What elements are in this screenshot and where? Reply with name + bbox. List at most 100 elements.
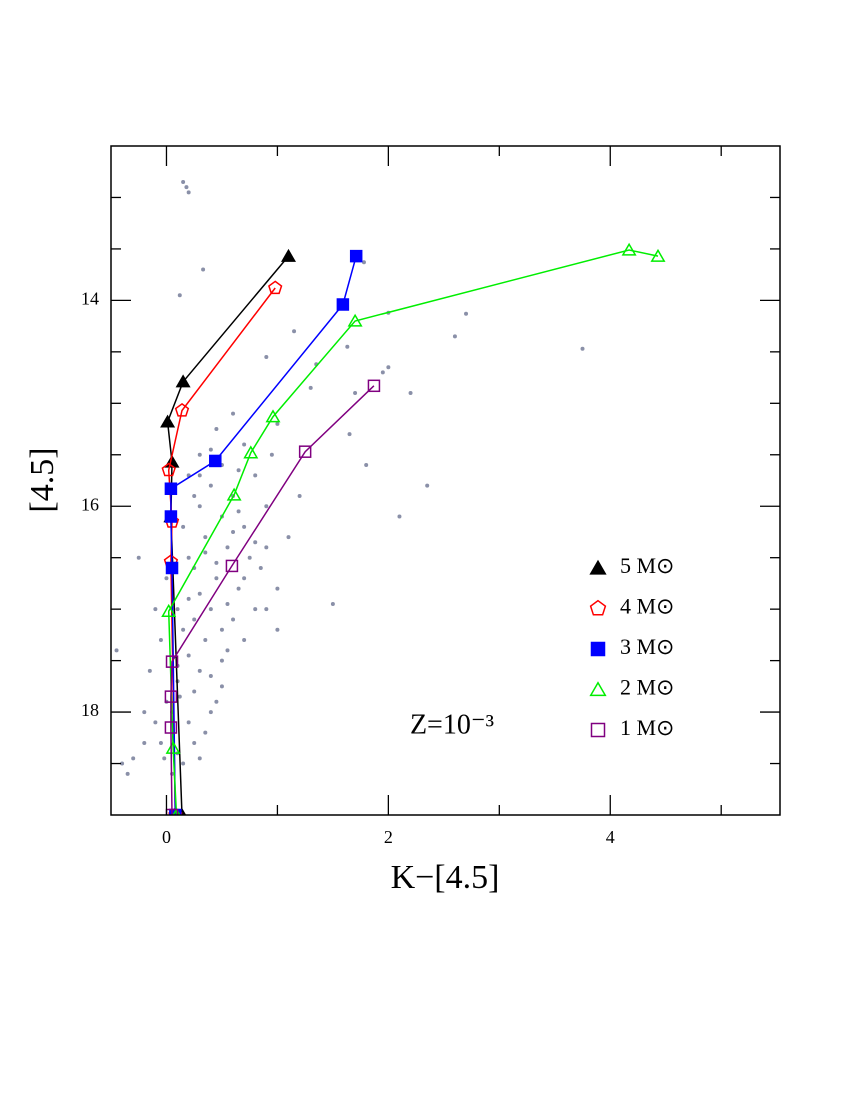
star-point bbox=[181, 180, 186, 185]
star-point bbox=[203, 535, 208, 540]
star-point bbox=[225, 545, 230, 550]
star-point bbox=[452, 334, 457, 339]
track-marker bbox=[165, 561, 179, 575]
star-point bbox=[361, 260, 366, 265]
track-marker bbox=[347, 313, 363, 327]
star-point bbox=[192, 493, 197, 498]
star-point bbox=[125, 771, 130, 776]
star-point bbox=[308, 385, 313, 390]
legend-label: 4 M⊙ bbox=[620, 594, 675, 619]
star-point bbox=[258, 565, 263, 570]
track-marker bbox=[209, 454, 222, 468]
star-point bbox=[264, 545, 269, 550]
track-marker bbox=[174, 402, 190, 417]
track-marker bbox=[164, 690, 178, 703]
star-point bbox=[197, 668, 202, 673]
x-tick-label: 4 bbox=[606, 827, 615, 847]
star-point bbox=[192, 740, 197, 745]
star-point bbox=[181, 761, 186, 766]
star-point bbox=[214, 576, 219, 581]
star-point bbox=[253, 473, 258, 478]
star-point bbox=[120, 761, 125, 766]
star-point bbox=[236, 509, 241, 514]
frame bbox=[110, 145, 781, 816]
legend-label: 1 M⊙ bbox=[620, 715, 675, 740]
track-marker bbox=[161, 462, 176, 477]
star-point bbox=[219, 627, 224, 632]
star-point bbox=[186, 555, 191, 560]
x-tick-label: 2 bbox=[384, 827, 393, 847]
legend-label: 3 M⊙ bbox=[620, 634, 675, 659]
star-point bbox=[231, 617, 236, 622]
star-point bbox=[136, 555, 141, 560]
star-point bbox=[380, 370, 385, 375]
star-point bbox=[142, 740, 147, 745]
annotation: Z=10⁻³ bbox=[410, 709, 494, 740]
star-point bbox=[225, 602, 230, 607]
star-point bbox=[177, 293, 182, 298]
star-point bbox=[153, 720, 158, 725]
star-point bbox=[208, 710, 213, 715]
track-marker bbox=[367, 379, 381, 393]
star-point bbox=[364, 463, 369, 468]
star-point bbox=[242, 524, 247, 529]
star-point bbox=[219, 658, 224, 663]
track-marker bbox=[298, 445, 312, 458]
star-point bbox=[264, 504, 269, 509]
star-point bbox=[219, 684, 224, 689]
star-point bbox=[208, 607, 213, 612]
star-point bbox=[177, 694, 182, 699]
track-marker bbox=[160, 414, 176, 428]
star-point bbox=[186, 653, 191, 658]
star-point bbox=[253, 540, 258, 545]
star-point bbox=[297, 493, 302, 498]
star-point bbox=[275, 421, 280, 426]
y-axis-label: [4.5] bbox=[24, 447, 61, 512]
legend-marker bbox=[590, 722, 606, 738]
track-marker bbox=[243, 445, 259, 459]
star-point bbox=[197, 504, 202, 509]
track-marker bbox=[349, 249, 363, 263]
star-point bbox=[186, 720, 191, 725]
star-point bbox=[386, 365, 391, 370]
legend-label: 2 M⊙ bbox=[620, 675, 675, 700]
plot-area bbox=[160, 242, 666, 815]
x-tick-label: 0 bbox=[162, 827, 171, 847]
star-point bbox=[214, 427, 219, 432]
track-line bbox=[170, 255, 357, 815]
star-point bbox=[253, 607, 258, 612]
star-point bbox=[201, 267, 206, 272]
star-point bbox=[347, 432, 352, 437]
star-point bbox=[203, 550, 208, 555]
star-point bbox=[330, 602, 335, 607]
star-point bbox=[345, 344, 350, 349]
star-point bbox=[192, 617, 197, 622]
star-point bbox=[186, 596, 191, 601]
track-marker bbox=[225, 559, 239, 573]
star-point bbox=[181, 627, 186, 632]
track-marker bbox=[164, 510, 178, 523]
track-marker bbox=[650, 248, 666, 262]
star-point bbox=[147, 668, 152, 673]
star-point bbox=[203, 638, 208, 643]
star-point bbox=[186, 190, 191, 195]
star-point bbox=[208, 447, 213, 452]
star-point bbox=[231, 411, 236, 416]
star-point bbox=[242, 442, 247, 447]
star-point bbox=[269, 452, 274, 457]
star-point bbox=[114, 648, 119, 653]
track-line bbox=[170, 385, 375, 815]
track-marker bbox=[280, 248, 297, 262]
legend-marker bbox=[589, 681, 607, 697]
star-point bbox=[580, 346, 585, 351]
star-point bbox=[236, 586, 241, 591]
plot-area bbox=[114, 180, 585, 776]
star-point bbox=[247, 555, 252, 560]
track-marker bbox=[161, 603, 177, 617]
track-marker bbox=[336, 298, 350, 311]
star-point bbox=[203, 730, 208, 735]
track-marker bbox=[268, 280, 283, 295]
star-point bbox=[292, 329, 297, 334]
star-point bbox=[142, 710, 147, 715]
